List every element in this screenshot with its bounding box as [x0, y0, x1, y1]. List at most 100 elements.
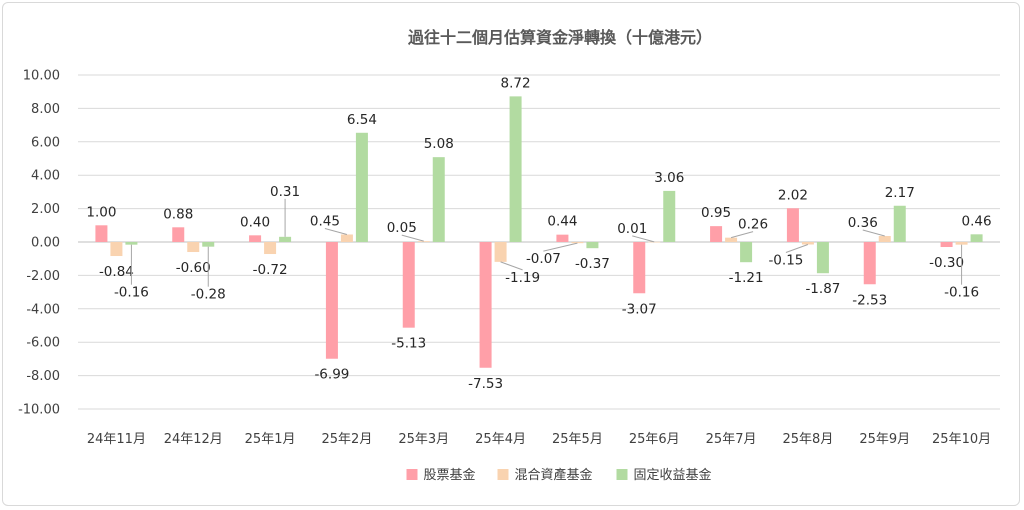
leader-line [401, 234, 424, 242]
x-tick-label: 25年2月 [322, 432, 373, 447]
data-label: 0.05 [387, 220, 417, 236]
bar [878, 235, 891, 242]
bar [494, 242, 507, 262]
data-label: -0.84 [99, 264, 134, 280]
bar [340, 234, 353, 242]
bar [663, 190, 676, 242]
data-label: 0.46 [962, 213, 992, 229]
leader-line [632, 235, 655, 243]
y-tick-label: -4.00 [26, 302, 60, 317]
y-tick-label: -6.00 [26, 336, 60, 351]
y-tick-label: 2.00 [31, 202, 60, 217]
data-label: -1.87 [805, 281, 840, 297]
gridlines [78, 74, 1000, 410]
bar [202, 242, 215, 247]
data-label: 0.40 [240, 214, 270, 230]
legend-label: 混合資產基金 [515, 467, 593, 483]
y-tick-label: 4.00 [31, 169, 60, 184]
x-tick-label: 25年1月 [245, 432, 296, 447]
bar [402, 242, 415, 328]
data-label: 0.01 [617, 221, 647, 237]
leader-line [785, 244, 809, 253]
bar [571, 242, 584, 244]
y-tick-label: 10.00 [23, 69, 60, 84]
x-tick-label: 25年7月 [706, 432, 757, 447]
data-label: 0.45 [310, 213, 340, 229]
data-label: -0.37 [575, 256, 610, 272]
y-tick-label: 0.00 [31, 236, 60, 251]
y-tick-label: 6.00 [31, 135, 60, 150]
leader-line [500, 261, 523, 271]
data-label: -0.30 [929, 255, 964, 271]
bar [172, 227, 185, 242]
data-label: 0.44 [547, 214, 577, 230]
bar [970, 234, 983, 242]
bar [249, 235, 262, 242]
bar [940, 242, 953, 248]
bar [863, 242, 876, 285]
bar [95, 225, 108, 242]
data-label: 0.88 [163, 206, 193, 222]
x-tick-label: 24年11月 [87, 432, 146, 447]
legend-swatch [497, 469, 509, 480]
bar [633, 242, 646, 294]
x-tick-label: 25年8月 [783, 432, 834, 447]
legend-swatch [616, 469, 628, 480]
legend: 股票基金 混合資產基金 固定收益基金 [406, 467, 712, 483]
bar [893, 205, 906, 242]
data-labels: 8.72 -7.53 -6.99 6.54 -5.13 5.08 -3.07 3.06 -2.5… [86, 75, 991, 391]
bar [279, 236, 292, 242]
bar [509, 96, 522, 242]
data-label: -0.28 [191, 287, 226, 303]
data-label: -0.16 [114, 285, 149, 301]
data-label: 5.08 [424, 136, 454, 152]
x-tick-label: 25年9月 [859, 432, 910, 447]
bar [648, 241, 661, 243]
y-axis: 10.00 8.00 6.00 4.00 2.00 0.00 -2.00 -4.00 -6.00… [18, 69, 60, 418]
data-label: 8.72 [501, 75, 531, 91]
x-tick-label: 25年10月 [932, 432, 991, 447]
data-label: 0.31 [270, 184, 300, 200]
legend-label: 股票基金 [424, 467, 476, 483]
x-tick-label: 25年5月 [552, 432, 603, 447]
bars [95, 96, 983, 368]
data-label: 0.95 [701, 205, 731, 221]
data-label: 0.36 [848, 215, 878, 231]
bar [187, 242, 200, 253]
x-tick-label: 25年4月 [475, 432, 526, 447]
bar [264, 242, 277, 255]
legend-swatch [406, 469, 418, 480]
data-label: -5.13 [391, 336, 426, 352]
bar [355, 132, 368, 242]
bar [325, 242, 338, 359]
legend-label: 固定收益基金 [634, 467, 712, 483]
y-tick-label: -8.00 [26, 369, 60, 384]
data-label: -7.53 [468, 376, 503, 392]
data-label: -6.99 [314, 367, 349, 383]
bar [110, 242, 123, 257]
bar [816, 242, 829, 274]
bar [725, 237, 738, 242]
data-label: -0.15 [768, 253, 803, 269]
data-label: -3.07 [622, 301, 657, 317]
data-label: -1.19 [505, 270, 540, 286]
data-label: 3.06 [654, 170, 684, 186]
leader-line [862, 229, 885, 237]
bar [417, 241, 430, 242]
bar [556, 234, 569, 242]
y-tick-label: -10.00 [18, 403, 60, 418]
bar [786, 208, 799, 242]
data-label: -2.53 [852, 292, 887, 308]
x-axis: 24年11月 24年12月 25年1月 25年2月 25年3月 25年4月 25年5月 25年… [87, 432, 991, 447]
bar [740, 242, 753, 263]
data-label: 6.54 [347, 112, 377, 128]
bar [125, 242, 138, 245]
data-label: -0.72 [253, 262, 288, 278]
x-tick-label: 25年3月 [398, 432, 449, 447]
bar [479, 242, 492, 368]
data-label: -0.60 [176, 260, 211, 276]
data-label: -1.21 [729, 270, 764, 286]
data-label: -0.16 [944, 285, 979, 301]
